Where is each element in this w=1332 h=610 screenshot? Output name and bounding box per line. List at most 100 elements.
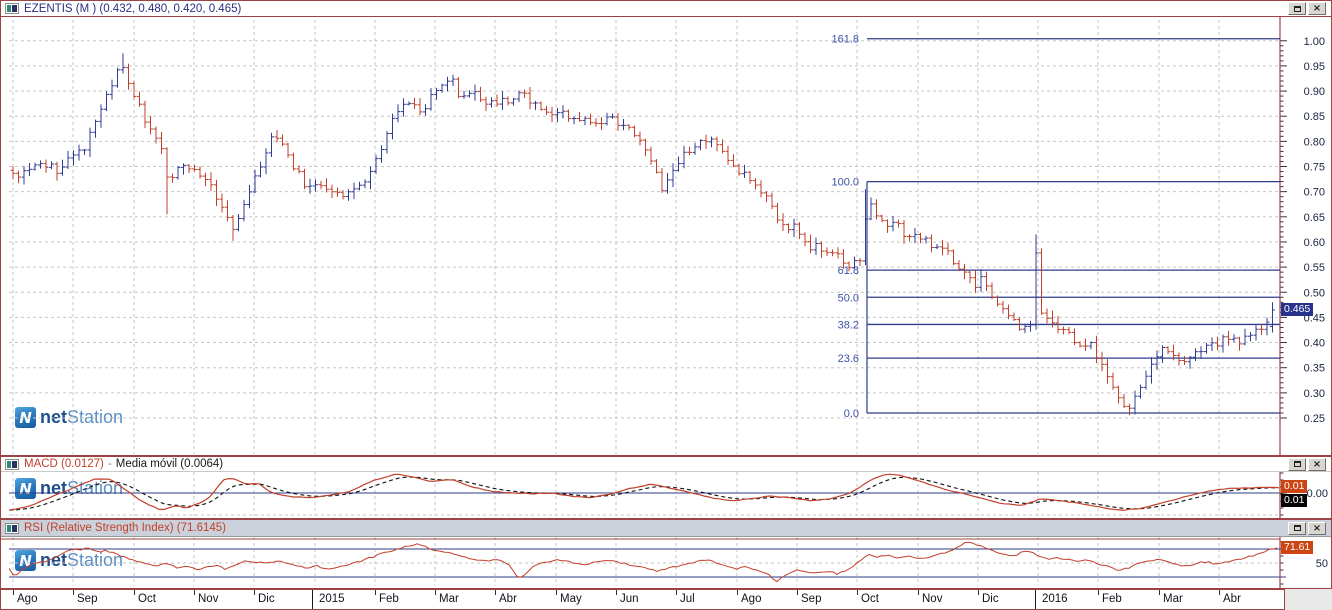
chart-window-icon <box>5 3 19 14</box>
macd-axis-zero-label: 0.00 <box>1307 488 1328 500</box>
fib-level-label: 100.0 <box>831 177 859 189</box>
netstation-logo: N netStation <box>15 407 123 428</box>
chart-window-icon <box>5 522 19 534</box>
price-axis-label: 0.25 <box>1304 413 1325 425</box>
month-tick <box>134 590 135 595</box>
price-axis-label: 0.60 <box>1304 237 1325 249</box>
month-label: Jun <box>620 593 639 605</box>
month-label: Mar <box>1163 593 1183 605</box>
month-label: Ago <box>17 593 38 605</box>
rsi-window: RSI (Relative Strength Index) (71.6145) … <box>0 519 1332 589</box>
month-tick <box>556 590 557 595</box>
macd-window: MACD (0.0127) - Media móvil (0.0064) × N… <box>0 456 1332 519</box>
macd-chart-canvas[interactable]: 0.00 <box>1 472 1331 518</box>
rsi-title: RSI (Relative Strength Index) (71.6145) <box>24 522 226 534</box>
price-axis-label: 0.95 <box>1304 61 1325 73</box>
fib-level-label: 161.8 <box>831 34 859 46</box>
fibonacci-levels: 161.8 100.0 61.8 50.0 38.2 23.6 0.0 <box>831 34 1280 420</box>
year-separator <box>1035 590 1036 609</box>
price-axis-label: 0.65 <box>1304 212 1325 224</box>
price-axis-label: 0.70 <box>1304 187 1325 199</box>
macd-signal-title: Media móvil (0.0064) <box>115 458 224 470</box>
rsi-chart-canvas[interactable]: 50 <box>1 537 1331 588</box>
main-window-title: EZENTIS (M ) (0.432, 0.480, 0.420, 0.465… <box>24 2 242 15</box>
rsi-line <box>9 541 1278 583</box>
year-label: 2015 <box>319 593 345 605</box>
month-label: Nov <box>922 593 943 605</box>
year-label: 2016 <box>1042 593 1068 605</box>
price-axis-ticks: 0.250.300.350.400.450.500.550.600.650.70… <box>1280 36 1325 425</box>
month-tick <box>857 590 858 595</box>
price-chart-canvas[interactable]: 0.250.300.350.400.450.500.550.600.650.70… <box>1 17 1331 455</box>
rsi-value-label: 71.61 <box>1281 541 1314 554</box>
price-axis-label: 0.85 <box>1304 111 1325 123</box>
month-label: Sep <box>801 593 822 605</box>
fib-level-label: 0.0 <box>844 408 859 420</box>
month-tick <box>978 590 979 595</box>
close-button[interactable]: × <box>1308 457 1326 471</box>
month-tick <box>797 590 798 595</box>
price-axis-label: 1.00 <box>1304 36 1325 48</box>
month-label: May <box>560 593 582 605</box>
macd-grid <box>9 472 1280 516</box>
chart-window-icon <box>5 458 19 470</box>
macd-value-label: 0.01 <box>1281 480 1308 493</box>
fib-level-label: 61.8 <box>838 265 859 277</box>
month-tick <box>375 590 376 595</box>
netstation-logo-icon: N <box>15 550 36 571</box>
month-label: Feb <box>379 593 399 605</box>
month-label: Oct <box>861 593 879 605</box>
rsi-titlebar[interactable]: RSI (Relative Strength Index) (71.6145) … <box>1 520 1331 537</box>
month-label: Oct <box>138 593 156 605</box>
year-separator <box>312 590 313 609</box>
price-axis-label: 0.35 <box>1304 363 1325 375</box>
macd-signal-value-label: 0.01 <box>1281 494 1308 507</box>
month-tick <box>495 590 496 595</box>
close-icon: × <box>1312 458 1322 470</box>
month-label: Abr <box>499 593 517 605</box>
price-axis-label: 0.30 <box>1304 388 1325 400</box>
macd-title: MACD (0.0127) <box>24 458 104 470</box>
fib-level-label: 50.0 <box>838 292 859 304</box>
month-label: Abr <box>1223 593 1241 605</box>
close-button[interactable]: × <box>1308 2 1326 15</box>
maximize-button[interactable] <box>1288 521 1306 535</box>
macd-line <box>9 473 1280 512</box>
maximize-button[interactable] <box>1288 2 1306 15</box>
month-label: Dic <box>982 593 999 605</box>
price-axis-label: 0.50 <box>1304 287 1325 299</box>
price-axis-label: 0.40 <box>1304 338 1325 350</box>
maximize-icon <box>1293 525 1301 531</box>
month-tick <box>254 590 255 595</box>
price-axis-label: 0.55 <box>1304 262 1325 274</box>
month-tick <box>676 590 677 595</box>
month-tick <box>1098 590 1099 595</box>
macd-signal-line <box>9 476 1279 511</box>
maximize-button[interactable] <box>1288 457 1306 471</box>
price-axis-label: 0.90 <box>1304 86 1325 98</box>
fib-level-label: 38.2 <box>838 319 859 331</box>
maximize-icon <box>1293 461 1301 467</box>
month-tick <box>918 590 919 595</box>
rsi-axis-mid-label: 50 <box>1316 558 1328 570</box>
macd-title-separator: - <box>107 458 112 470</box>
month-tick <box>435 590 436 595</box>
month-label: Feb <box>1102 593 1122 605</box>
price-axis-label: 0.75 <box>1304 162 1325 174</box>
ohlc-bars <box>10 53 1275 415</box>
month-label: Sep <box>77 593 98 605</box>
price-axis-label: 0.80 <box>1304 136 1325 148</box>
close-icon: × <box>1312 522 1322 534</box>
last-price-label: 0.465 <box>1281 303 1314 316</box>
close-button[interactable]: × <box>1308 521 1326 535</box>
month-tick <box>194 590 195 595</box>
netstation-logo-icon: N <box>15 407 36 428</box>
month-label: Jul <box>680 593 695 605</box>
macd-titlebar[interactable]: MACD (0.0127) - Media móvil (0.0064) × <box>1 457 1331 472</box>
rsi-grid <box>9 537 1280 586</box>
month-tick <box>1159 590 1160 595</box>
main-chart-titlebar[interactable]: EZENTIS (M ) (0.432, 0.480, 0.420, 0.465… <box>1 1 1331 17</box>
maximize-icon <box>1293 5 1301 12</box>
time-axis[interactable]: Ago Sep Oct Nov Dic 2015 Feb Mar Abr May Jun Jul Ago… <box>0 589 1285 610</box>
